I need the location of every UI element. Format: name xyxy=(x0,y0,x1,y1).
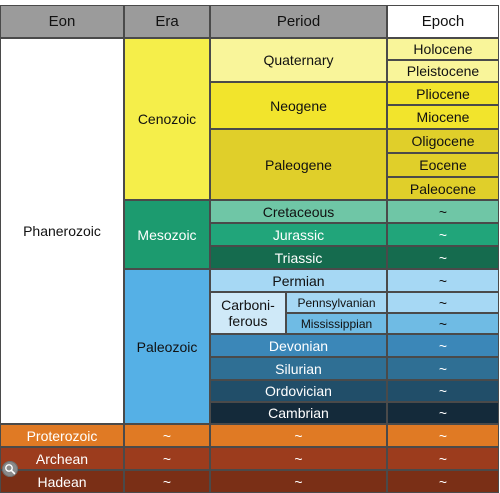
era-cenozoic: Cenozoic xyxy=(124,38,210,200)
epoch-triassic-placeholder: ~ xyxy=(387,246,499,269)
period-archean-placeholder: ~ xyxy=(210,447,387,470)
epoch-eocene: Eocene xyxy=(387,153,499,177)
period-cambrian: Cambrian xyxy=(210,402,387,424)
period-permian: Permian xyxy=(210,269,387,292)
epoch-ordovician-placeholder: ~ xyxy=(387,380,499,402)
epoch-silurian-placeholder: ~ xyxy=(387,357,499,380)
eon-phanerozoic: Phanerozoic xyxy=(0,38,124,424)
epoch-cambrian-placeholder: ~ xyxy=(387,402,499,424)
header-era: Era xyxy=(124,5,210,38)
subperiod-mississippian: Mississippian xyxy=(286,313,387,334)
lens-search-glyph xyxy=(5,464,16,475)
eon-archean: Archean xyxy=(0,447,124,470)
lens-search-icon[interactable] xyxy=(2,461,18,477)
period-ordovician: Ordovician xyxy=(210,380,387,402)
epoch-pennsylvanian-placeholder: ~ xyxy=(387,292,499,313)
eon-hadean: Hadean xyxy=(0,470,124,493)
epoch-mississippian-placeholder: ~ xyxy=(387,313,499,334)
epoch-cretaceous-placeholder: ~ xyxy=(387,200,499,223)
period-neogene: Neogene xyxy=(210,82,387,129)
period-silurian: Silurian xyxy=(210,357,387,380)
era-hadean-placeholder: ~ xyxy=(124,470,210,493)
period-cretaceous: Cretaceous xyxy=(210,200,387,223)
epoch-paleocene: Paleocene xyxy=(387,177,499,200)
subperiod-pennsylvanian: Pennsylvanian xyxy=(286,292,387,313)
epoch-jurassic-placeholder: ~ xyxy=(387,223,499,246)
epoch-pleistocene: Pleistocene xyxy=(387,60,499,82)
era-archean-placeholder: ~ xyxy=(124,447,210,470)
period-devonian: Devonian xyxy=(210,334,387,357)
epoch-oligocene: Oligocene xyxy=(387,129,499,153)
carboniferous-line2: ferous xyxy=(228,313,268,329)
header-eon: Eon xyxy=(0,5,124,38)
eon-proterozoic: Proterozoic xyxy=(0,424,124,447)
epoch-holocene: Holocene xyxy=(387,38,499,60)
epoch-archean-placeholder: ~ xyxy=(387,447,499,470)
era-mesozoic: Mesozoic xyxy=(124,200,210,269)
header-epoch: Epoch xyxy=(387,5,499,38)
era-proterozoic-placeholder: ~ xyxy=(124,424,210,447)
period-proterozoic-placeholder: ~ xyxy=(210,424,387,447)
carboniferous-line1: Carboni- xyxy=(221,297,275,313)
epoch-permian-placeholder: ~ xyxy=(387,269,499,292)
epoch-devonian-placeholder: ~ xyxy=(387,334,499,357)
period-paleogene: Paleogene xyxy=(210,129,387,200)
period-triassic: Triassic xyxy=(210,246,387,269)
era-paleozoic: Paleozoic xyxy=(124,269,210,424)
epoch-proterozoic-placeholder: ~ xyxy=(387,424,499,447)
period-carboniferous: Carboni- ferous xyxy=(210,292,286,334)
period-quaternary: Quaternary xyxy=(210,38,387,82)
header-period: Period xyxy=(210,5,387,38)
epoch-pliocene: Pliocene xyxy=(387,82,499,105)
period-hadean-placeholder: ~ xyxy=(210,470,387,493)
epoch-hadean-placeholder: ~ xyxy=(387,470,499,493)
period-jurassic: Jurassic xyxy=(210,223,387,246)
epoch-miocene: Miocene xyxy=(387,105,499,129)
